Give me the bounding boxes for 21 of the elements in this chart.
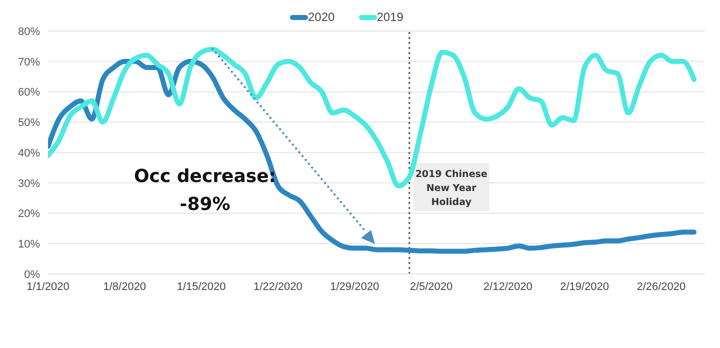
x-tick-label: 2/5/2020 (410, 280, 453, 293)
x-tick-label: 1/22/2020 (253, 280, 302, 293)
x-tick-label: 2/12/2020 (483, 280, 532, 293)
y-tick-label: 30% (18, 178, 40, 190)
x-tick-label: 2/26/2020 (636, 280, 686, 293)
legend-label: 2019 (376, 10, 404, 24)
y-tick-label: 10% (18, 238, 40, 251)
y-tick-label: 20% (18, 208, 40, 220)
y-tick-label: 50% (18, 117, 40, 130)
x-tick-label: 1/1/2020 (26, 280, 70, 293)
y-tick-label: 80% (18, 26, 40, 38)
y-tick-label: 70% (18, 56, 40, 68)
legend-label: 2020 (307, 10, 335, 24)
y-tick-label: 60% (18, 86, 40, 99)
x-tick-label: 2/19/2020 (560, 280, 610, 293)
x-tick-label: 1/29/2020 (330, 280, 380, 293)
x-tick-label: 1/8/2020 (103, 280, 146, 293)
x-tick-label: 1/15/2020 (176, 280, 226, 293)
y-tick-label: 0% (24, 268, 40, 281)
ref-line-label: 2019 Chinese New Year Holiday (415, 169, 488, 208)
y-tick-label: 40% (18, 147, 40, 160)
